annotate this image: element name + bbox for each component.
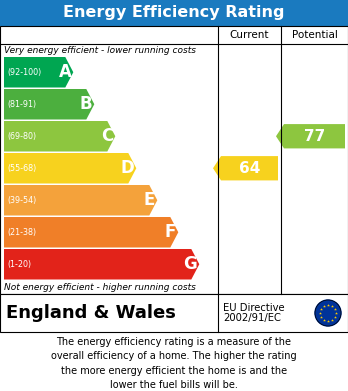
Polygon shape (4, 89, 94, 120)
Polygon shape (4, 153, 136, 183)
Bar (0, 0, 348, 26)
Polygon shape (4, 249, 199, 280)
Text: 77: 77 (304, 129, 325, 144)
Text: Potential: Potential (292, 30, 338, 40)
Text: G: G (183, 255, 197, 273)
Text: EU Directive: EU Directive (223, 303, 285, 313)
Text: (39-54): (39-54) (7, 196, 36, 205)
Text: Very energy efficient - lower running costs: Very energy efficient - lower running co… (4, 46, 196, 55)
Text: (81-91): (81-91) (7, 100, 36, 109)
Text: B: B (80, 95, 92, 113)
Polygon shape (213, 156, 278, 180)
Text: Not energy efficient - higher running costs: Not energy efficient - higher running co… (4, 283, 196, 292)
Polygon shape (4, 217, 178, 248)
Polygon shape (276, 124, 345, 149)
Text: E: E (144, 191, 155, 209)
Text: The energy efficiency rating is a measure of the
overall efficiency of a home. T: The energy efficiency rating is a measur… (51, 337, 297, 390)
Text: Energy Efficiency Rating: Energy Efficiency Rating (63, 5, 285, 20)
Text: Current: Current (230, 30, 269, 40)
Circle shape (315, 300, 341, 326)
Text: C: C (101, 127, 113, 145)
Text: (55-68): (55-68) (7, 164, 36, 173)
Polygon shape (4, 121, 115, 151)
Polygon shape (4, 185, 157, 215)
Text: F: F (165, 223, 176, 241)
Text: (92-100): (92-100) (7, 68, 41, 77)
Polygon shape (4, 57, 73, 88)
Text: England & Wales: England & Wales (6, 304, 176, 322)
Bar (0, 26, 348, 294)
Text: (69-80): (69-80) (7, 132, 36, 141)
Text: (1-20): (1-20) (7, 260, 31, 269)
Text: 64: 64 (239, 161, 260, 176)
Bar (0, 294, 348, 332)
Text: D: D (120, 159, 134, 177)
Text: A: A (58, 63, 71, 81)
Text: (21-38): (21-38) (7, 228, 36, 237)
Text: 2002/91/EC: 2002/91/EC (223, 313, 281, 323)
